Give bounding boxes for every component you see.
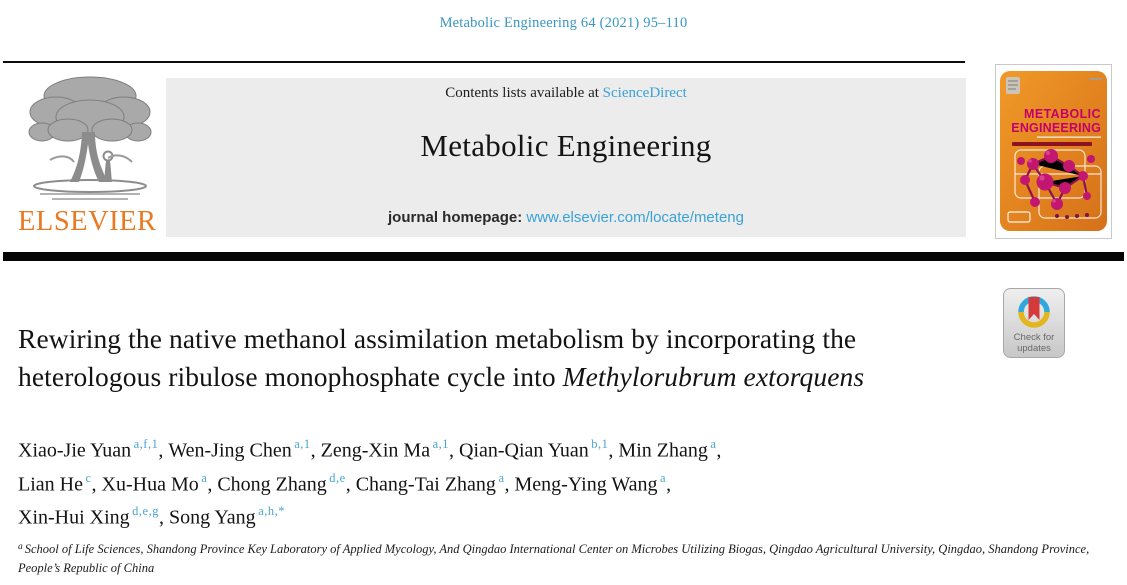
cover-title-line2: ENGINEERING	[1011, 121, 1101, 135]
author-separator: ,	[310, 439, 321, 462]
header-top-rule	[3, 61, 965, 63]
author-separator: ,	[207, 473, 218, 496]
cover-society-logo	[1007, 211, 1031, 223]
author-superscript: a,h,*	[258, 504, 285, 519]
sciencedirect-link[interactable]: ScienceDirect	[602, 85, 687, 101]
journal-header-banner: Contents lists available at ScienceDirec…	[166, 78, 966, 237]
author-separator: ,	[608, 439, 619, 462]
contents-prefix: Contents lists available at	[445, 85, 603, 101]
journal-cover-thumbnail: METABOLIC ENGINEERING	[995, 64, 1112, 239]
author-line: Xin-Hui Xing d,e,g, Song Yang a,h,*	[18, 498, 958, 532]
species-name: Methylorubrum extorquens	[562, 361, 865, 392]
author-superscript: c	[85, 470, 92, 485]
author-name: Xiao-Jie Yuan	[18, 439, 132, 462]
article-title: Rewiring the native methanol assimilatio…	[18, 320, 938, 396]
author-separator: ,	[716, 439, 722, 462]
elsevier-wordmark: ELSEVIER	[18, 206, 157, 237]
affiliation-note: a School of Life Sciences, Shandong Provi…	[18, 541, 1112, 576]
title-line-2: heterologous ribulose monophosphate cycl…	[18, 358, 938, 396]
author-line: Lian He c, Xu-Hua Mo a, Chong Zhang d,e, Ch…	[18, 465, 958, 499]
journal-homepage-line: journal homepage: www.elsevier.com/locat…	[166, 209, 966, 226]
cover-issue-banner	[1012, 142, 1092, 146]
journal-title: Metabolic Engineering	[420, 128, 712, 163]
author-superscript: a	[710, 437, 717, 451]
author-name: Meng-Ying Wang	[514, 473, 658, 496]
elsevier-tree-icon	[28, 76, 152, 200]
contents-list-line: Contents lists available at ScienceDirec…	[166, 85, 966, 102]
badge-text-line1: Check for	[1014, 332, 1055, 343]
badge-text-line2: updates	[1017, 343, 1051, 354]
journal-homepage-link[interactable]: www.elsevier.com/locate/meteng	[526, 209, 744, 226]
cover-subtitle-line	[1037, 136, 1101, 138]
author-separator: ,	[345, 473, 356, 496]
author-separator: ,	[666, 473, 672, 496]
author-superscript: b,1	[591, 437, 609, 451]
affiliation-text: School of Life Sciences, Shandong Provin…	[18, 542, 1090, 575]
author-separator: ,	[449, 439, 460, 462]
bookmark-icon	[1028, 297, 1040, 320]
author-superscript: d,e	[329, 470, 346, 485]
cover-issn-text	[1089, 78, 1102, 80]
author-superscript: a,1	[294, 437, 311, 451]
author-name: Lian He	[18, 473, 83, 496]
author-name: Min Zhang	[618, 439, 708, 462]
author-superscript: d,e,g	[132, 504, 159, 519]
author-list: Xiao-Jie Yuan a,f,1, Wen-Jing Chen a,1, Ze…	[18, 431, 958, 532]
author-name: Xu-Hua Mo	[101, 473, 199, 496]
elsevier-logo: ELSEVIER	[18, 70, 166, 242]
title-line-1: Rewiring the native methanol assimilatio…	[18, 323, 857, 354]
author-name: Zeng-Xin Ma	[320, 439, 431, 462]
author-superscript: a,f,1	[133, 437, 159, 451]
header-thick-rule	[3, 252, 1124, 261]
author-superscript: a	[498, 470, 505, 485]
author-name: Song Yang	[168, 506, 256, 529]
author-separator: ,	[91, 473, 102, 496]
cover-title-line1: METABOLIC	[1024, 107, 1101, 121]
check-for-updates-badge[interactable]: Check for updates	[1003, 288, 1065, 358]
author-name: Qian-Qian Yuan	[459, 439, 589, 462]
author-name: Xin-Hui Xing	[18, 506, 130, 529]
affiliation-marker: a	[18, 542, 23, 552]
homepage-prefix: journal homepage:	[388, 209, 527, 226]
author-line: Xiao-Jie Yuan a,f,1, Wen-Jing Chen a,1, Ze…	[18, 431, 958, 465]
author-separator: ,	[158, 506, 169, 529]
author-separator: ,	[158, 439, 169, 462]
author-name: Chang-Tai Zhang	[355, 473, 496, 496]
author-superscript: a,1	[432, 437, 450, 451]
author-name: Wen-Jing Chen	[168, 439, 292, 462]
journal-citation-line: Metabolic Engineering 64 (2021) 95–110	[439, 15, 688, 31]
author-superscript: a	[660, 470, 667, 485]
author-name: Chong Zhang	[217, 473, 327, 496]
journal-cover-image: METABOLIC ENGINEERING	[995, 64, 1112, 239]
author-superscript: a	[201, 470, 208, 485]
title-line-2-regular: heterologous ribulose monophosphate cycl…	[18, 361, 563, 392]
author-separator: ,	[504, 473, 515, 496]
